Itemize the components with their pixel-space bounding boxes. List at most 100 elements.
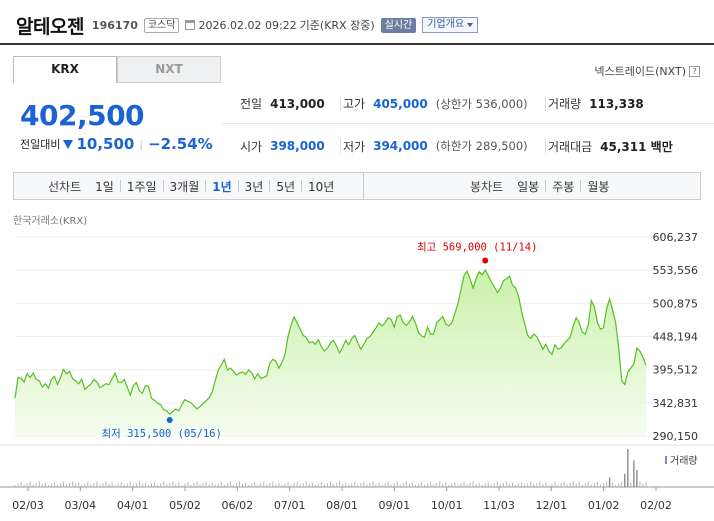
tab-krx[interactable]: KRX xyxy=(13,56,117,83)
x-tick-label: 09/01 xyxy=(378,499,410,512)
period-divider xyxy=(580,180,582,192)
stock-header: 알테오젠 196170 코스닥 2026.02.02 09:22 기준(KRX … xyxy=(16,10,479,40)
period-1d[interactable]: 1일 xyxy=(95,179,114,194)
period-bar-divider xyxy=(363,173,364,199)
stat-subvalue: (상한가 536,000) xyxy=(435,96,528,111)
period-3y[interactable]: 3년 xyxy=(244,179,264,194)
period-divider xyxy=(237,180,239,192)
stat-label: 거래량 xyxy=(548,97,582,111)
x-tick-label: 10/01 xyxy=(431,499,463,512)
x-tick-label: 07/01 xyxy=(274,499,306,512)
nxt-help-link[interactable]: 넥스트레이드(NXT) ? xyxy=(594,63,700,79)
high-label: 최고 569,000 (11/14) xyxy=(417,241,537,253)
stat-volume: 거래량 113,338 xyxy=(548,95,644,112)
stock-code: 196170 xyxy=(91,18,138,32)
x-tick-label: 08/01 xyxy=(326,499,358,512)
x-tick-label: 12/01 xyxy=(535,499,567,512)
candle-chart-label: 봉차트 xyxy=(470,179,504,194)
candle-weekly[interactable]: 주봉 xyxy=(552,179,575,194)
stat-value: 394,000 xyxy=(373,139,428,153)
volume-legend-swatch xyxy=(665,456,667,464)
price-chart[interactable]: 606,237 553,556 500,875 448,194 395,512 342,8… xyxy=(0,228,714,521)
candle-daily[interactable]: 일봉 xyxy=(517,179,540,194)
volume-label: 거래량 xyxy=(670,455,698,467)
x-tick-label: 02/03 xyxy=(12,499,44,512)
line-chart-label: 선차트 xyxy=(48,179,82,194)
tab-nxt[interactable]: NXT xyxy=(117,56,221,83)
stat-high: 고가 405,000 (상한가 536,000) xyxy=(343,95,528,112)
stat-label: 고가 xyxy=(343,97,366,111)
y-tick-label: 290,150 xyxy=(653,430,699,443)
period-divider xyxy=(205,180,207,192)
company-info-dropdown[interactable]: 기업개요 xyxy=(422,17,479,33)
x-tick-label: 04/01 xyxy=(117,499,149,512)
stat-divider xyxy=(545,139,546,153)
stock-name: 알테오젠 xyxy=(16,15,84,38)
y-tick-label: 553,556 xyxy=(653,264,699,277)
stat-open: 시가 398,000 xyxy=(240,138,325,155)
y-tick-label: 448,194 xyxy=(653,331,699,344)
chart-annotations: 최고 569,000 (11/14) 최저 315,500 (05/16) xyxy=(101,241,537,440)
x-tick-label: 01/02 xyxy=(588,499,620,512)
candle-chart-periods: 봉차트 일봉 주봉 월봉 xyxy=(440,173,615,199)
stat-divider xyxy=(340,139,341,153)
y-tick-label: 395,512 xyxy=(653,364,699,377)
calendar-icon xyxy=(185,20,196,30)
period-10y[interactable]: 10년 xyxy=(308,179,335,194)
stats-row-1: 전일 413,000 고가 405,000 (상한가 536,000) 거래량 … xyxy=(222,84,714,124)
period-1w[interactable]: 1주일 xyxy=(126,179,157,194)
y-tick-label: 606,237 xyxy=(653,231,699,244)
stat-value: 398,000 xyxy=(270,139,325,153)
stat-value: 413,000 xyxy=(270,96,325,111)
change-label: 전일대비 xyxy=(20,138,61,151)
amount-value: 45,311 xyxy=(600,139,647,154)
y-tick-label: 500,875 xyxy=(653,297,699,310)
basis-text: 기준(KRX 장중) xyxy=(299,19,375,32)
period-3m[interactable]: 3개월 xyxy=(169,179,200,194)
price-line xyxy=(14,268,647,415)
market-badge: 코스닥 xyxy=(143,17,180,33)
period-5y[interactable]: 5년 xyxy=(276,179,296,194)
stat-label: 저가 xyxy=(343,139,366,154)
change-percent: −2.54% xyxy=(148,135,213,153)
high-marker xyxy=(482,257,489,264)
period-divider xyxy=(269,180,271,192)
chart-period-bar: 선차트 1일 1주일 3개월 1년 3년 5년 10년 봉차트 일봉 주봉 월봉 xyxy=(13,172,701,200)
volume-panel: 거래량 xyxy=(0,444,714,488)
nxt-link-label: 넥스트레이드(NXT) xyxy=(594,65,686,78)
company-info-label: 기업개요 xyxy=(427,19,465,30)
stat-amount: 거래대금 45,311 백만 xyxy=(548,138,673,155)
y-tick-label: 342,831 xyxy=(653,397,699,410)
x-tick-label: 06/02 xyxy=(221,499,253,512)
stat-divider xyxy=(545,96,546,111)
quote-datetime: 2026.02.02 09:22 기준(KRX 장중) xyxy=(185,17,375,33)
x-axis-labels: 02/03 03/04 04/01 05/02 06/02 07/01 08/01 09/01… xyxy=(12,487,672,512)
exchange-tabs: KRX NXT xyxy=(13,56,221,83)
x-tick-label: 11/03 xyxy=(483,499,515,512)
period-1y[interactable]: 1년 xyxy=(212,179,232,194)
stat-low: 저가 394,000 (하한가 289,500) xyxy=(343,138,528,155)
stat-value: 45,311 백만 xyxy=(600,138,673,155)
chevron-down-icon xyxy=(467,23,474,27)
stat-subvalue: (하한가 289,500) xyxy=(435,139,528,153)
price-area xyxy=(15,269,646,436)
low-label: 최저 315,500 (05/16) xyxy=(101,428,221,440)
stat-prev-close: 전일 413,000 xyxy=(240,95,325,112)
period-divider xyxy=(301,180,303,192)
low-marker xyxy=(166,417,173,424)
x-tick-label: 05/02 xyxy=(169,499,201,512)
price-change: 전일대비 10,500 | −2.54% xyxy=(20,135,213,153)
down-arrow-icon xyxy=(63,139,74,149)
realtime-badge[interactable]: 실시간 xyxy=(380,17,417,33)
exchange-label: 한국거래소(KRX) xyxy=(13,216,88,227)
help-icon[interactable]: ? xyxy=(689,65,700,77)
stat-label: 전일 xyxy=(240,97,263,111)
stat-value: 405,000 xyxy=(373,96,428,111)
x-tick-label: 02/02 xyxy=(640,499,672,512)
current-price: 402,500 xyxy=(20,99,145,132)
period-divider xyxy=(119,180,121,192)
header-divider xyxy=(0,43,714,45)
stat-label: 시가 xyxy=(240,139,263,154)
period-divider xyxy=(162,180,164,192)
candle-monthly[interactable]: 월봉 xyxy=(587,179,610,194)
